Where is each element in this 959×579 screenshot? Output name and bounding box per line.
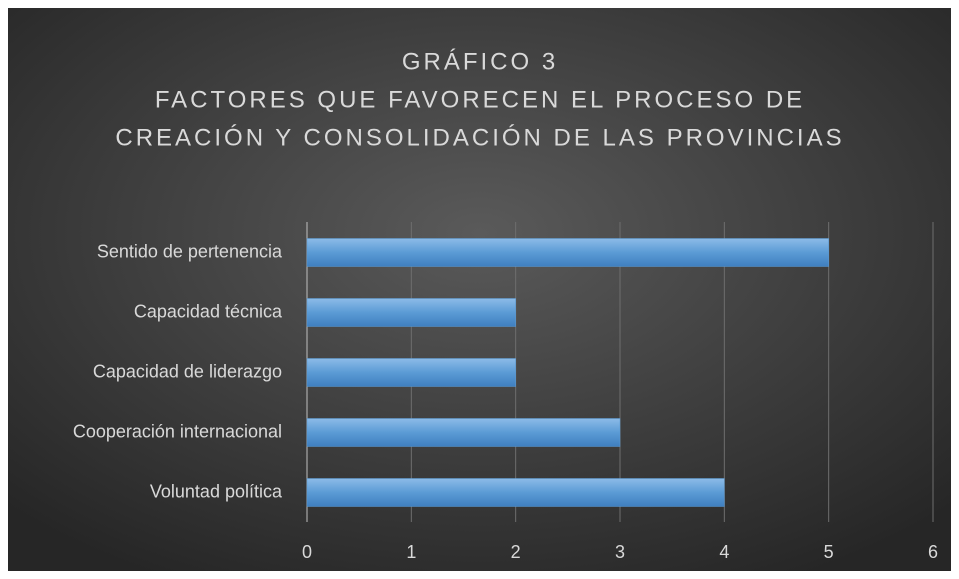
bar — [306, 358, 516, 387]
x-tick-label: 0 — [302, 542, 312, 562]
chart-title: CREACIÓN Y CONSOLIDACIÓN DE LAS PROVINCI… — [115, 124, 844, 151]
y-tick-label: Cooperación internacional — [73, 421, 282, 441]
chart-title: FACTORES QUE FAVORECEN EL PROCESO DE — [155, 86, 805, 113]
chart-title: GRÁFICO 3 — [402, 48, 558, 75]
y-tick-label: Capacidad de liderazgo — [93, 361, 282, 381]
bar — [306, 478, 725, 507]
y-tick-label: Capacidad técnica — [134, 301, 283, 321]
chart-background — [8, 8, 951, 571]
x-tick-label: 5 — [824, 542, 834, 562]
x-tick-label: 2 — [511, 542, 521, 562]
x-tick-label: 4 — [719, 542, 729, 562]
bar — [306, 298, 516, 327]
y-tick-label: Voluntad política — [150, 481, 283, 501]
y-tick-label: Sentido de pertenencia — [97, 241, 283, 261]
bar — [306, 418, 621, 447]
x-tick-label: 1 — [406, 542, 416, 562]
bar — [306, 238, 829, 267]
x-tick-label: 3 — [615, 542, 625, 562]
x-tick-label: 6 — [928, 542, 938, 562]
